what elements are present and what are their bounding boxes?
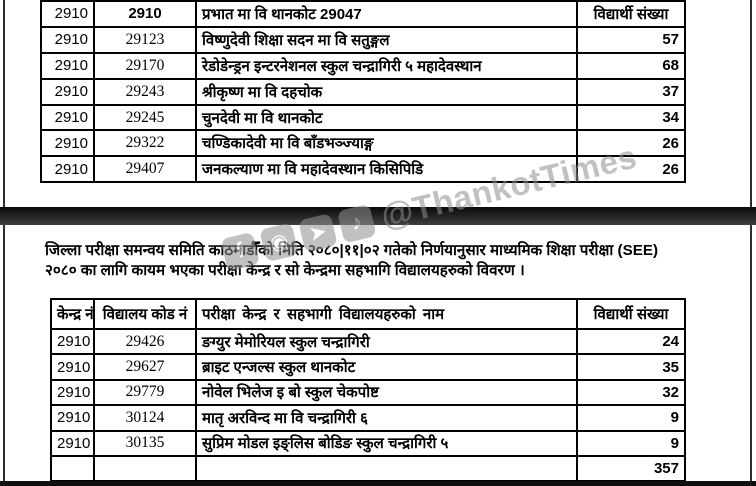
student-count-total-cell: 357	[576, 454, 686, 483]
center-name-cell: प्रभात मा वि थानकोट 29047	[195, 0, 578, 28]
student-count-cell: 68	[576, 51, 686, 80]
school-code-cell: 29245	[93, 103, 197, 132]
table-row: 2910 29243 श्रीकृष्ण मा वि दहचोक 37	[40, 77, 686, 106]
school-name-cell: रेडोडेन्ड्रन इन्टरनेशनल स्कुल चन्द्रागिर…	[195, 51, 578, 80]
header-school-code: विद्यालय कोड नं	[93, 298, 197, 330]
notice-paragraph: जिल्ला परीक्षा समन्वय समिति काठमाडौँको म…	[45, 241, 700, 280]
table-row: 2910 29779 नोवेल भिलेज इ बो स्कुल चेकपोष्ट…	[50, 378, 686, 407]
page-right-edge-rule	[750, 0, 752, 481]
table-row: 2910 30124 मातृ अरविन्द मा वि चन्द्रागिरी …	[50, 404, 686, 432]
header-student-count: विद्यार्थी संख्या	[576, 298, 686, 330]
center-number-cell: 2910	[40, 129, 95, 158]
student-count-cell: 26	[576, 155, 686, 184]
school-name-cell: ब्राइट एन्जल्स स्कुल थानकोट	[195, 353, 578, 381]
center-number-cell: 2910	[40, 103, 95, 132]
school-code-cell: 29322	[93, 129, 197, 158]
page-left-edge-rule	[3, 0, 5, 481]
center-number-cell: 2910	[50, 404, 95, 432]
page-bottom-band	[0, 481, 756, 486]
school-code-cell: 29779	[93, 378, 197, 407]
student-count-cell: 26	[576, 129, 686, 158]
table-row: 357	[50, 454, 686, 483]
center-number-cell	[50, 454, 95, 483]
student-count-header-cell: विद्यार्थी संख्या	[576, 0, 686, 28]
school-name-cell: चुनदेवी मा वि थानकोट	[195, 103, 578, 132]
table-row: 2910 30135 सुप्रिम मोडल इङ्लिस बोडिङ स्कुल…	[50, 429, 686, 457]
table-row: 2910 2910 प्रभात मा वि थानकोट 29047 विद्यार…	[40, 0, 686, 28]
table-row: 2910 29322 चण्डिकादेवी मा वि बाँडभञ्ज्याङ्…	[40, 129, 686, 158]
table-row: 2910 29245 चुनदेवी मा वि थानकोट 34	[40, 103, 686, 132]
center-number-cell: 2910	[40, 0, 95, 28]
student-count-cell: 35	[576, 353, 686, 381]
exam-center-table-top: 2910 2910 प्रभात मा वि थानकोट 29047 विद्यार…	[40, 0, 686, 184]
center-number-cell: 2910	[40, 77, 95, 106]
table-row: 2910 29123 विष्णुदेवी शिक्षा सदन मा वि सतु…	[40, 25, 686, 54]
school-name-cell: मातृ अरविन्द मा वि चन्द्रागिरी ६	[195, 404, 578, 432]
school-code-cell: 29243	[93, 77, 197, 106]
school-code-cell: 29627	[93, 353, 197, 381]
school-name-cell: ङग्युर मेमोरियल स्कुल चन्द्रागिरी	[195, 327, 578, 356]
student-count-cell: 57	[576, 25, 686, 54]
center-number-cell: 2910	[40, 51, 95, 80]
school-name-cell: नोवेल भिलेज इ बो स्कुल चेकपोष्ट	[195, 378, 578, 407]
table-row: 2910 29426 ङग्युर मेमोरियल स्कुल चन्द्रागि…	[50, 327, 686, 356]
school-code-cell: 29426	[93, 327, 197, 356]
center-number-cell: 2910	[50, 353, 95, 381]
student-count-cell: 24	[576, 327, 686, 356]
notice-line-1: जिल्ला परीक्षा समन्वय समिति काठमाडौँको म…	[45, 242, 659, 259]
student-count-cell: 9	[576, 429, 686, 457]
student-count-cell: 9	[576, 404, 686, 432]
exam-center-table-bottom: केन्द्र नं विद्यालय कोड नं परीक्षा केन्द्र…	[50, 298, 686, 483]
school-code-cell: 30124	[93, 404, 197, 432]
notice-line-2: २०८० का लागि कायम भएका परीक्षा केन्द्र र…	[45, 261, 525, 279]
table-row: 2910 29407 जनकल्याण मा वि महादेवस्थान किसि…	[40, 155, 686, 184]
table-row: 2910 29627 ब्राइट एन्जल्स स्कुल थानकोट 35	[50, 353, 686, 381]
school-code-cell: 29170	[93, 51, 197, 80]
student-count-cell: 34	[576, 103, 686, 132]
school-name-cell: सुप्रिम मोडल इङ्लिस बोडिङ स्कुल चन्द्राग…	[195, 429, 578, 457]
student-count-cell: 32	[576, 378, 686, 407]
page-break-band	[0, 207, 756, 225]
school-code-cell: 30135	[93, 429, 197, 457]
center-number-cell: 2910	[40, 155, 95, 184]
center-number-cell: 2910	[40, 25, 95, 54]
header-center-no: केन्द्र नं	[50, 298, 95, 330]
school-code-cell	[93, 454, 197, 483]
school-name-cell: चण्डिकादेवी मा वि बाँडभञ्ज्याङ्ग	[195, 129, 578, 158]
student-count-cell: 37	[576, 77, 686, 106]
table-row: 2910 29170 रेडोडेन्ड्रन इन्टरनेशनल स्कुल च…	[40, 51, 686, 80]
school-name-cell: जनकल्याण मा वि महादेवस्थान किसिपिडि	[195, 155, 578, 184]
center-number-cell: 2910	[50, 429, 95, 457]
table-row: केन्द्र नं विद्यालय कोड नं परीक्षा केन्द्र…	[50, 298, 686, 330]
center-code-cell: 2910	[93, 0, 197, 28]
school-name-cell: श्रीकृष्ण मा वि दहचोक	[195, 77, 578, 106]
center-number-cell: 2910	[50, 378, 95, 407]
school-code-cell: 29407	[93, 155, 197, 184]
header-school-name: परीक्षा केन्द्र र सहभागी विद्यालयहरुको न…	[195, 298, 578, 330]
school-name-cell	[195, 454, 578, 483]
school-code-cell: 29123	[93, 25, 197, 54]
center-number-cell: 2910	[50, 327, 95, 356]
school-name-cell: विष्णुदेवी शिक्षा सदन मा वि सतुङ्गल	[195, 25, 578, 54]
